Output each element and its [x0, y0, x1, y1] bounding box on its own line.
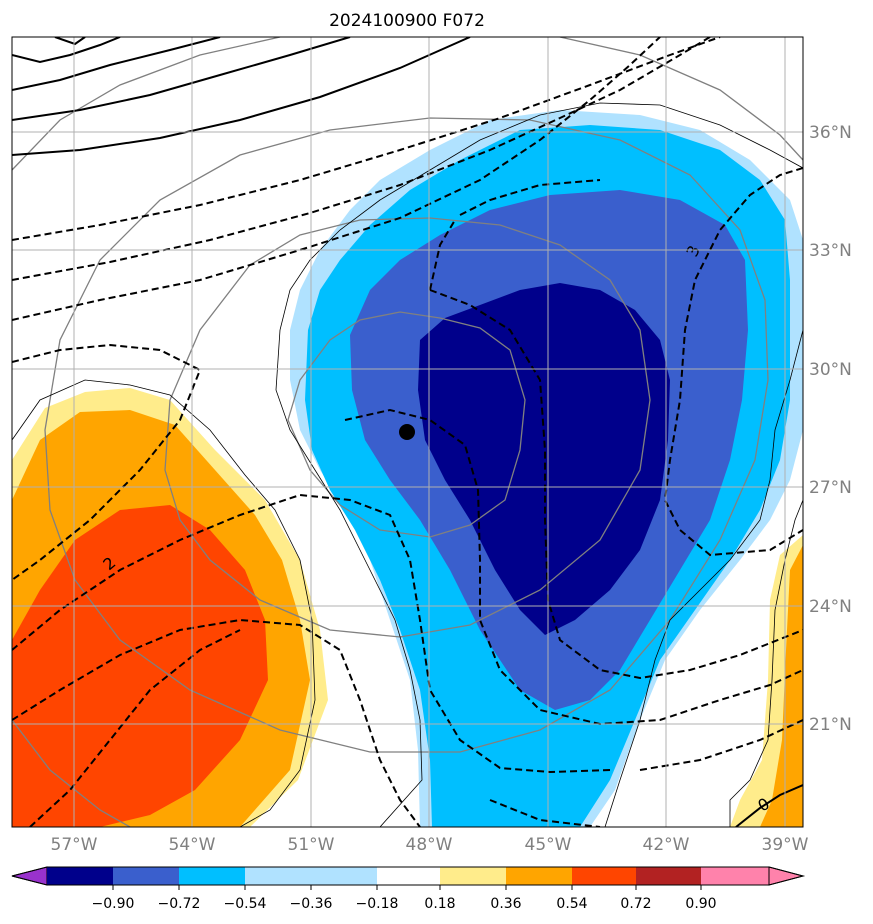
colorbar-label: −0.36 — [290, 896, 333, 912]
colorbar-label: 0.72 — [620, 896, 651, 912]
colorbar-segment — [701, 867, 769, 885]
lat-tick-label: 36°N — [809, 123, 852, 143]
lon-tick-label: 48°W — [406, 835, 453, 855]
dashed-contours — [12, 37, 803, 827]
colorbar-segment — [572, 867, 636, 885]
lat-tick-label: 27°N — [809, 478, 852, 498]
colorbar-label: −0.90 — [92, 896, 135, 912]
colorbar-label: −0.72 — [158, 896, 201, 912]
colorbar-extend-low — [11, 866, 48, 886]
colorbar-segment — [377, 867, 440, 885]
gridlines — [12, 37, 803, 827]
lat-tick-label: 30°N — [809, 360, 852, 380]
figure-title: 2024100900 F072 — [329, 11, 485, 31]
colorbar-label: 0.18 — [424, 896, 455, 912]
colorbar-segment — [506, 867, 572, 885]
map-panel: 2 3 0 — [12, 37, 803, 827]
map-frame — [11, 36, 804, 828]
colorbar-segment — [113, 867, 179, 885]
colorbar-segment — [245, 867, 311, 885]
lat-tick-label: 24°N — [809, 597, 852, 617]
colorbar-label: −0.18 — [356, 896, 399, 912]
zero-contour-thin — [12, 102, 803, 827]
lon-tick-label: 42°W — [643, 835, 690, 855]
lon-tick-labels: 57°W 54°W 51°W 48°W 45°W 42°W 39°W — [51, 835, 809, 855]
lon-tick-label: 54°W — [169, 835, 216, 855]
lon-tick-label: 57°W — [51, 835, 98, 855]
colorbar-outline — [11, 866, 805, 886]
storm-center-marker — [399, 424, 415, 440]
lon-tick-label: 51°W — [288, 835, 335, 855]
colorbar-segment — [311, 867, 377, 885]
lon-tick-label: 39°W — [762, 835, 809, 855]
lat-tick-labels: 36°N 33°N 30°N 27°N 24°N 21°N — [809, 123, 852, 735]
colorbar-label: 0.90 — [685, 896, 716, 912]
colorbar-segment — [440, 867, 506, 885]
colorbar-segment — [179, 867, 245, 885]
colorbar-segment — [636, 867, 701, 885]
colorbar: −0.90 −0.72 −0.54 −0.36 −0.18 0.18 0.36 … — [11, 866, 805, 912]
colorbar-label: 0.54 — [556, 896, 587, 912]
solid-contours — [12, 37, 803, 827]
colorbar-label: −0.54 — [224, 896, 267, 912]
colorbar-segment — [47, 867, 113, 885]
lat-tick-label: 21°N — [809, 715, 852, 735]
colorbar-extend-high — [768, 866, 805, 886]
lon-tick-label: 45°W — [525, 835, 572, 855]
positive-anomaly-west — [12, 388, 328, 827]
colorbar-label: 0.36 — [490, 896, 521, 912]
lat-tick-label: 33°N — [809, 241, 852, 261]
